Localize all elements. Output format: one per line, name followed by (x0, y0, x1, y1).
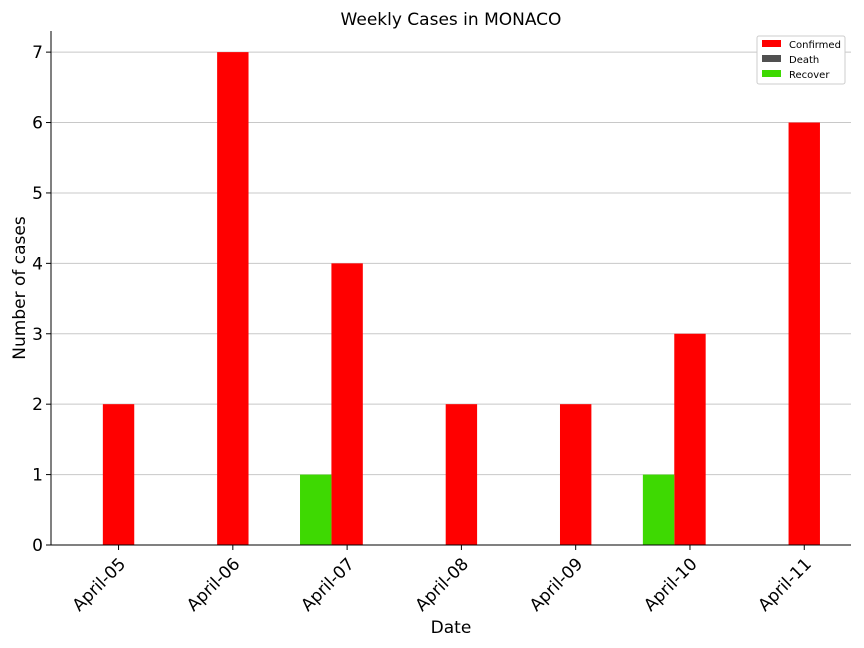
legend-swatch-death (762, 55, 781, 62)
y-tick-label: 5 (32, 184, 43, 204)
y-tick-label: 1 (32, 466, 43, 486)
legend: Confirmed Death Recover (756, 35, 846, 85)
bars (102, 52, 820, 546)
bar-recover-april-10 (642, 474, 675, 545)
x-tick-label: April-06 (183, 554, 244, 615)
y-tick-label: 4 (32, 254, 43, 274)
bar-confirmed-april-09 (559, 404, 592, 545)
bar-confirmed-april-11 (788, 122, 820, 546)
chart-title: Weekly Cases in MONACO (341, 10, 562, 30)
legend-label-death: Death (789, 55, 819, 66)
x-tick-label: April-08 (412, 554, 473, 615)
x-tick-label: April-09 (526, 554, 587, 615)
x-ticks: April-05 April-06 April-07 April-08 April-09… (69, 545, 816, 616)
bar-recover-april-07 (300, 474, 332, 545)
bar-confirmed-april-08 (445, 404, 478, 545)
axes (50, 31, 851, 546)
y-ticks: 0 1 2 3 4 5 6 7 (32, 43, 51, 556)
legend-label-recover: Recover (789, 70, 830, 81)
x-tick-label: April-07 (297, 554, 358, 615)
grid-lines (51, 51, 851, 476)
x-tick-label: April-11 (755, 554, 816, 615)
y-axis-label: Number of cases (10, 216, 30, 360)
y-tick-label: 2 (32, 395, 43, 415)
bar-confirmed-april-06 (217, 52, 249, 545)
y-tick-label: 7 (32, 43, 43, 63)
x-axis-label: Date (431, 618, 472, 638)
y-tick-label: 0 (32, 536, 43, 556)
legend-label-confirmed: Confirmed (789, 40, 841, 51)
y-tick-label: 3 (32, 325, 43, 345)
bar-confirmed-april-05 (102, 404, 135, 545)
x-tick-label: April-05 (69, 554, 130, 615)
y-tick-label: 6 (32, 114, 43, 134)
bar-confirmed-april-10 (674, 333, 706, 545)
legend-swatch-recover (762, 70, 781, 77)
bar-confirmed-april-07 (331, 263, 363, 545)
x-tick-label: April-10 (640, 554, 701, 615)
legend-swatch-confirmed (762, 40, 781, 47)
